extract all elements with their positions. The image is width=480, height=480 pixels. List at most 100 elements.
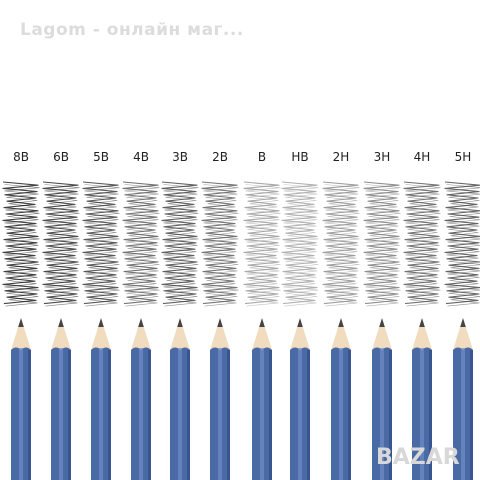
scribble-swatch-8b (2, 181, 39, 305)
scribble-swatch-4h (403, 181, 440, 305)
grade-label-6b: 6B (53, 150, 69, 164)
grade-label-2b: 2B (212, 150, 228, 164)
scribble-swatch-6b (42, 181, 79, 305)
pencil-shadow-b (269, 350, 272, 480)
pencil-highlight-2b (218, 348, 222, 480)
pencil-tip-5h (460, 318, 466, 327)
pencil-3h (372, 318, 392, 480)
bazar-logo-text: BAZAR (376, 445, 460, 470)
pencil-2b (210, 318, 230, 480)
bazar-logo: BAZAR (376, 445, 460, 470)
pencil-tip-b (259, 318, 265, 327)
scribble-swatch-3b (161, 181, 198, 305)
pencil-highlight-5h (461, 348, 465, 480)
pencil-wood-8b (11, 326, 31, 350)
pencil-shadow-hb (307, 350, 310, 480)
pencil-wood-5h (453, 326, 473, 350)
scribble-swatch-5h (444, 181, 480, 305)
grade-label-4h: 4H (413, 150, 431, 164)
pencil-hb (290, 318, 310, 480)
scribble-swatch-5b (82, 181, 119, 305)
pencil-tip-3h (379, 318, 385, 327)
pencil-highlight-5b (99, 348, 103, 480)
pencil-wood-2h (331, 326, 351, 350)
pencil-tip-2h (338, 318, 344, 327)
pencil-tip-8b (18, 318, 24, 327)
pencil-shadow-4b (148, 350, 151, 480)
scribble-swatch-2h (322, 181, 359, 305)
pencil-wood-3h (372, 326, 392, 350)
pencil-wood-6b (51, 326, 71, 350)
scribble-texture-4b (124, 184, 160, 307)
pencil-highlight-8b (19, 348, 23, 480)
pencil-wood-2b (210, 326, 230, 350)
pencil-5h (453, 318, 473, 480)
pencil-2h (331, 318, 351, 480)
grade-label-2h: 2H (332, 150, 350, 164)
grade-label-5b: 5B (93, 150, 109, 164)
pencil-tip-4h (419, 318, 425, 327)
scribble-texture-5h (446, 184, 480, 307)
shop-caption: Lagom - онлайн маг... (20, 20, 244, 40)
scribble-swatch-3h (363, 181, 400, 305)
pencil-wood-3b (170, 326, 190, 350)
pencil-shadow-3b (187, 350, 190, 480)
scribble-texture-5b (84, 184, 120, 307)
pencil-shadow-6b (68, 350, 71, 480)
pencil-5b (91, 318, 111, 480)
grade-labels: 8B 6B 5B 4B 3B 2B B HB 2H 3H 4H 5H (0, 150, 480, 172)
pencil-highlight-6b (59, 348, 63, 480)
pencil-shadow-5b (108, 350, 111, 480)
pencil-8b (11, 318, 31, 480)
grade-label-3b: 3B (172, 150, 188, 164)
pencil-shadow-5h (470, 350, 473, 480)
pencil-tip-6b (58, 318, 64, 327)
pencil-highlight-4h (420, 348, 424, 480)
pencil-wood-5b (91, 326, 111, 350)
pencil-tip-3b (177, 318, 183, 327)
pencil-3b (170, 318, 190, 480)
pencil-highlight-hb (298, 348, 302, 480)
scribble-texture-2h (324, 184, 360, 307)
pencil-shadow-4h (429, 350, 432, 480)
scribble-swatch-4b (122, 181, 159, 305)
pencil-shadow-2b (227, 350, 230, 480)
pencil-4b (131, 318, 151, 480)
pencil-wood-4b (131, 326, 151, 350)
grade-label-8b: 8B (13, 150, 29, 164)
pencil-tip-4b (138, 318, 144, 327)
grade-label-5h: 5H (454, 150, 472, 164)
pencil-shadow-3h (389, 350, 392, 480)
scribble-texture-b (245, 184, 281, 307)
pencil-highlight-4b (139, 348, 143, 480)
scribble-swatch-hb (281, 181, 318, 305)
pencil-shadow-8b (28, 350, 31, 480)
pencil-wood-4h (412, 326, 432, 350)
pencil-highlight-b (260, 348, 264, 480)
scribble-texture-3h (365, 184, 401, 307)
pencil-6b (51, 318, 71, 480)
pencil-tip-5b (98, 318, 104, 327)
scribble-swatch-b (243, 181, 280, 305)
pencil-b (252, 318, 272, 480)
pencil-highlight-3h (380, 348, 384, 480)
grade-label-b: B (257, 150, 267, 164)
pencil-highlight-2h (339, 348, 343, 480)
pencil-highlight-3b (178, 348, 182, 480)
scribble-swatch-2b (201, 181, 238, 305)
scribble-texture-6b (44, 184, 80, 307)
scribble-texture-4h (405, 184, 441, 307)
grade-label-4b: 4B (133, 150, 149, 164)
pencil-tip-2b (217, 318, 223, 327)
scribble-texture-hb (283, 184, 319, 307)
scribble-texture-3b (163, 184, 199, 307)
grade-label-hb: HB (291, 150, 309, 164)
pencil-tip-hb (297, 318, 303, 327)
pencil-shadow-2h (348, 350, 351, 480)
scribble-texture-8b (4, 184, 40, 307)
scribble-texture-2b (203, 184, 239, 307)
pencil-wood-hb (290, 326, 310, 350)
pencil-4h (412, 318, 432, 480)
grade-label-3h: 3H (373, 150, 391, 164)
